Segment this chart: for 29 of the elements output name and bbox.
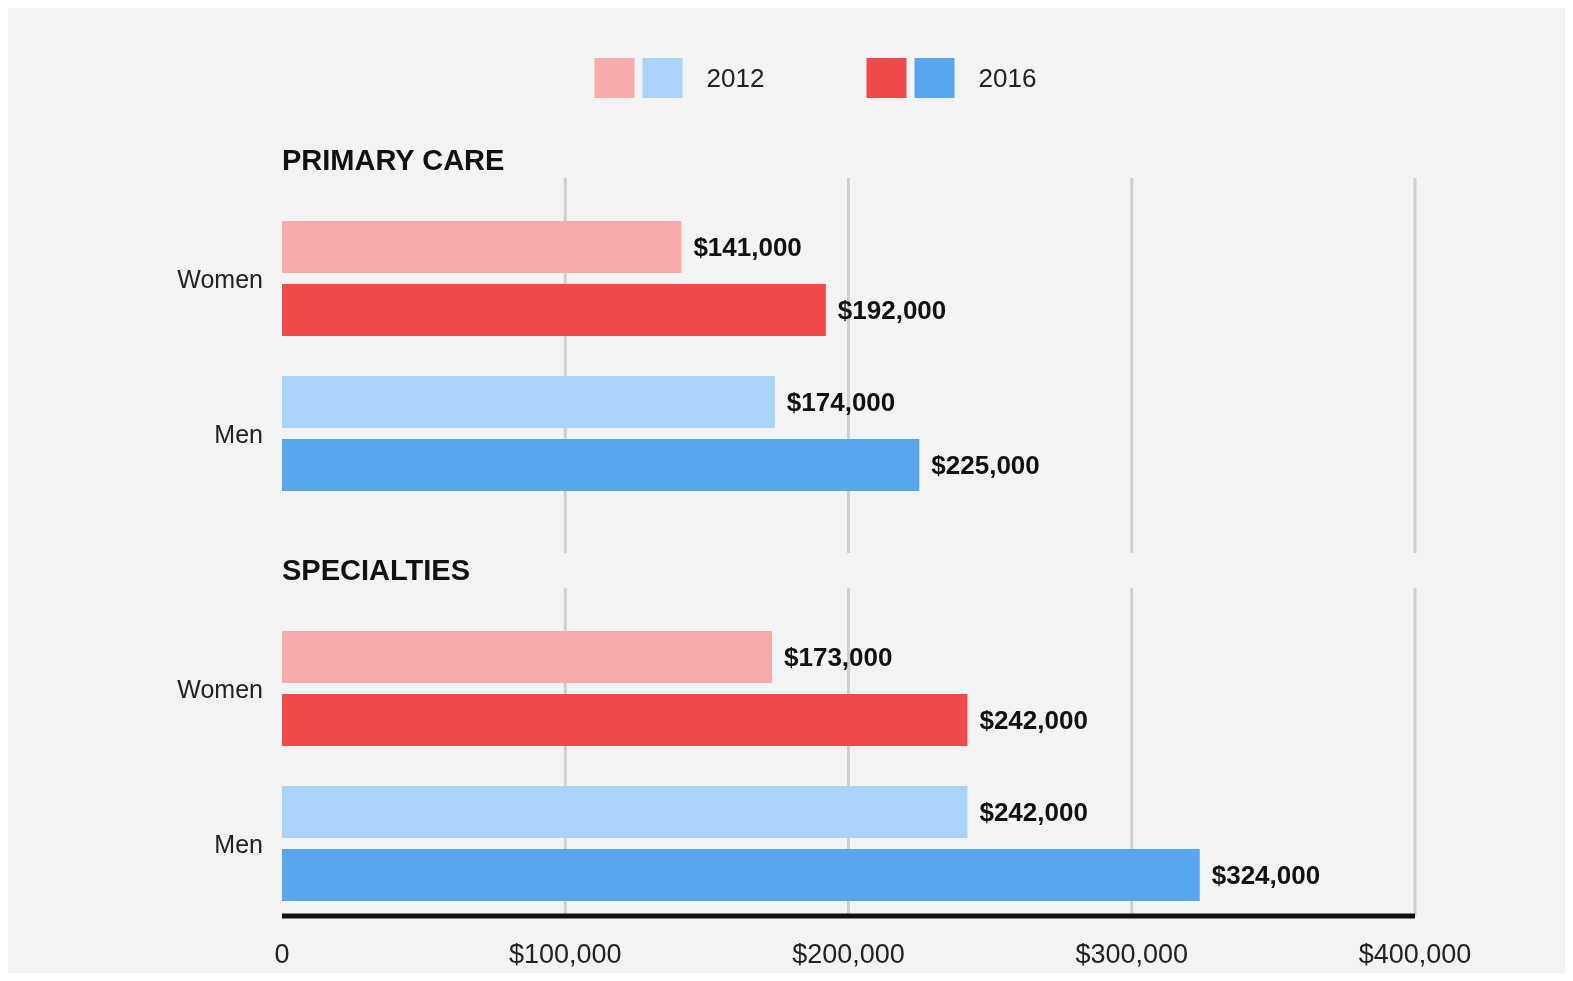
data-label: $173,000 xyxy=(784,642,893,672)
data-label: $141,000 xyxy=(693,232,802,262)
bar xyxy=(282,786,968,838)
chart-title: PRIMARY CARE xyxy=(282,144,505,176)
data-label: $324,000 xyxy=(1211,860,1321,890)
bar xyxy=(282,439,920,491)
y-tick-label: Men xyxy=(214,419,263,448)
x-tick-label: $200,000 xyxy=(792,939,905,969)
x-tick-label: $300,000 xyxy=(1075,939,1189,969)
bar xyxy=(282,694,968,746)
data-label: $242,000 xyxy=(979,705,1088,735)
data-label: $192,000 xyxy=(837,295,947,325)
x-tick-label: 0 xyxy=(274,939,290,969)
bar xyxy=(282,631,773,683)
y-tick-label: Women xyxy=(177,264,263,293)
bar xyxy=(282,849,1200,901)
bar xyxy=(282,376,775,428)
x-tick-label: $100,000 xyxy=(508,939,622,969)
y-tick-label: Men xyxy=(214,829,263,858)
data-label: $225,000 xyxy=(931,450,1040,480)
legend-label: 2016 xyxy=(978,63,1037,93)
bar xyxy=(282,221,682,273)
data-label: $174,000 xyxy=(786,387,896,417)
y-tick-label: Women xyxy=(177,674,263,703)
bar xyxy=(282,284,826,336)
data-label: $242,000 xyxy=(979,797,1088,827)
chart-title: SPECIALTIES xyxy=(282,554,470,586)
x-tick-label: $400,000 xyxy=(1358,939,1472,969)
legend-label: 2012 xyxy=(706,63,765,93)
